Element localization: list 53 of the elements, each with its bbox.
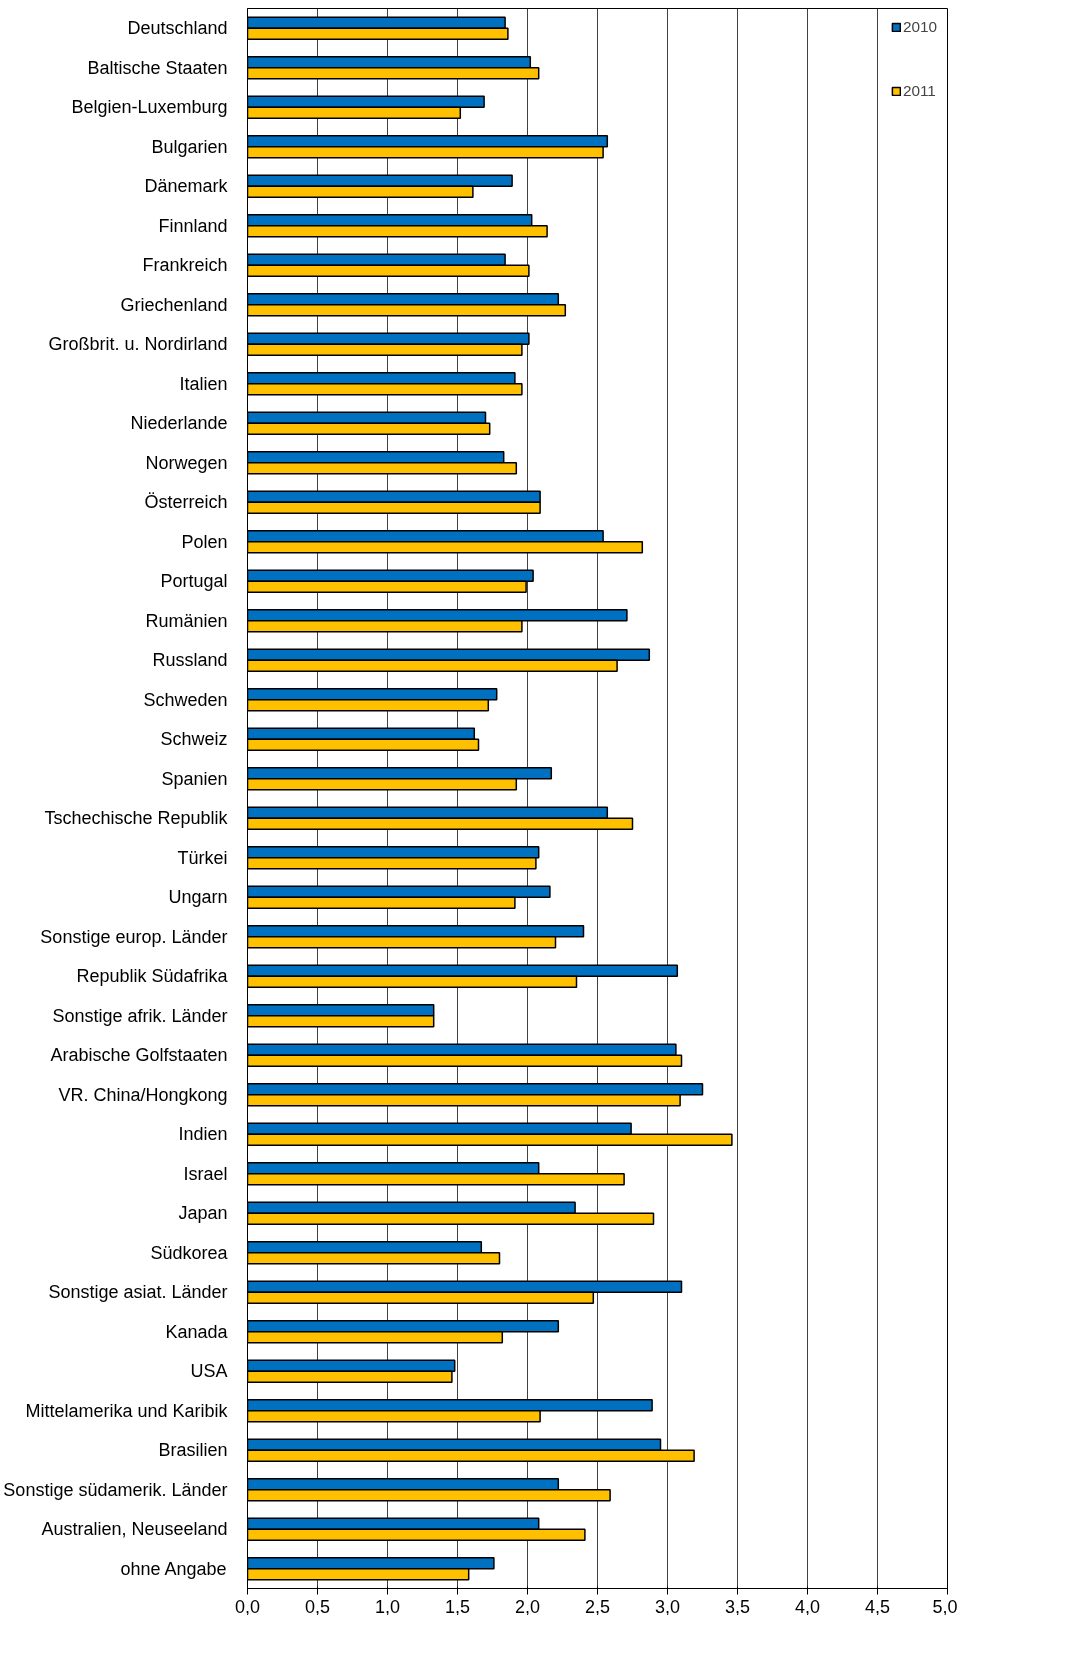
y-tick-label: Finnland	[158, 215, 228, 236]
legend-label: 2010	[902, 18, 937, 36]
y-tick-label: Spanien	[161, 768, 228, 789]
y-tick-label: Griechenland	[120, 294, 228, 315]
x-tick-label: 0,0	[234, 1596, 261, 1617]
x-tick-label: 0,5	[304, 1596, 331, 1617]
y-tick-label: Rumänien	[145, 610, 228, 631]
x-tick-label: 1,5	[444, 1596, 471, 1617]
y-tick-label: Türkei	[177, 847, 228, 868]
y-tick-label: Sonstige asiat. Länder	[48, 1282, 228, 1303]
x-tick-label: 1,0	[374, 1596, 401, 1617]
y-tick-label: Russland	[152, 650, 228, 671]
y-tick-label: Frankreich	[142, 255, 228, 276]
y-tick-label: Israel	[183, 1163, 228, 1184]
y-tick-label: Südkorea	[150, 1242, 229, 1263]
y-tick-label: Sonstige europ. Länder	[40, 926, 228, 947]
x-tick-label: 5,0	[932, 1596, 958, 1617]
y-tick-label: Bulgarien	[151, 136, 228, 157]
y-tick-label: Deutschland	[127, 18, 228, 39]
y-tick-label: Ungarn	[168, 887, 228, 908]
y-tick-label: Italien	[179, 373, 228, 394]
x-tick-label: 2,0	[514, 1596, 541, 1617]
y-tick-label: Sonstige südamerik. Länder	[3, 1479, 228, 1500]
y-tick-label: Kanada	[165, 1321, 229, 1342]
y-tick-label: Australien, Neuseeland	[41, 1519, 228, 1540]
y-tick-label: Österreich	[144, 492, 228, 513]
x-tick-label: 4,5	[864, 1596, 891, 1617]
y-tick-label: Niederlande	[130, 413, 228, 434]
y-tick-label: Tschechische Republik	[44, 808, 229, 829]
y-tick-label: Portugal	[160, 571, 228, 592]
y-tick-label: Schweden	[143, 689, 228, 710]
y-tick-label: Japan	[178, 1203, 228, 1224]
y-tick-label: Schweiz	[160, 729, 228, 750]
y-tick-label: Arabische Golfstaaten	[50, 1045, 228, 1066]
y-tick-label: Großbrit. u. Nordirland	[48, 334, 228, 355]
legend-label: 2011	[902, 82, 936, 100]
y-tick-label: Polen	[181, 531, 228, 552]
y-tick-label: VR. China/Hongkong	[58, 1084, 228, 1105]
y-tick-label: Republik Südafrika	[76, 966, 229, 987]
y-tick-label: USA	[190, 1361, 228, 1382]
y-tick-label: Sonstige afrik. Länder	[52, 1005, 228, 1026]
y-tick-label: Baltische Staaten	[87, 57, 228, 78]
y-tick-label: Brasilien	[158, 1440, 228, 1461]
y-tick-label: Norwegen	[145, 452, 228, 473]
y-tick-label: Indien	[178, 1124, 228, 1145]
y-tick-label: ohne Angabe	[120, 1558, 227, 1579]
x-tick-label: 4,0	[794, 1596, 821, 1617]
x-tick-label: 3,0	[654, 1596, 681, 1617]
x-tick-label: 2,5	[584, 1596, 611, 1617]
y-tick-label: Dänemark	[144, 176, 229, 197]
x-tick-label: 3,5	[724, 1596, 751, 1617]
y-tick-label: Mittelamerika und Karibik	[25, 1400, 229, 1421]
y-tick-label: Belgien-Luxemburg	[71, 97, 228, 118]
